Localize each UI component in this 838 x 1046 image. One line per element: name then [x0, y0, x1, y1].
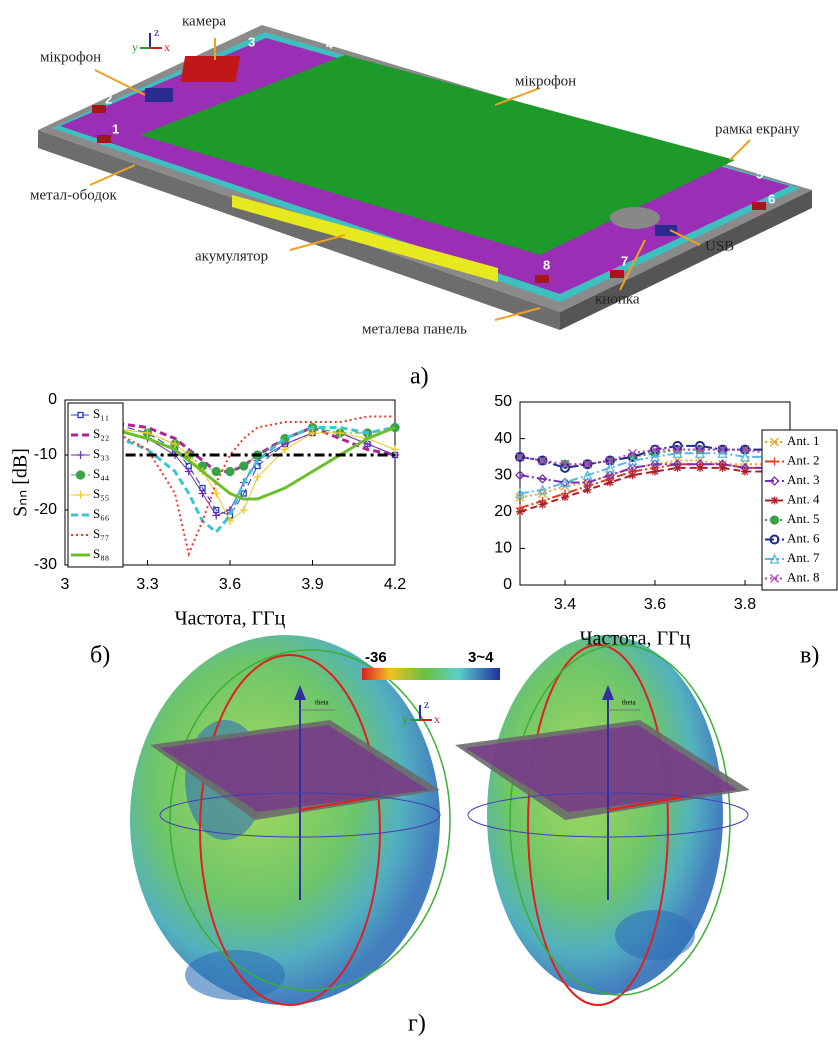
label: акумулятор: [195, 248, 268, 264]
marker: [606, 479, 614, 487]
caption: а): [410, 364, 429, 390]
port: 6: [768, 191, 775, 206]
x-tick-label: 4.2: [384, 576, 406, 593]
marker: [771, 497, 779, 505]
legend-label: S₁₁: [93, 406, 109, 421]
port: 5: [756, 166, 763, 181]
y-tick-label: -10: [34, 446, 57, 463]
legend-label: Ant. 3: [787, 472, 820, 487]
marker: [240, 462, 248, 470]
x-tick-label: 3.6: [219, 576, 241, 593]
x-tick-label: 3.8: [734, 596, 756, 613]
marker: [771, 516, 779, 524]
colorbar-label: 3~4: [468, 649, 494, 666]
y-tick-label: 50: [494, 393, 512, 410]
axis-label: z: [424, 697, 429, 711]
port: 1: [112, 121, 119, 136]
marker: [516, 508, 524, 516]
legend-label: S₈₈: [93, 546, 109, 561]
port: 4: [326, 36, 334, 51]
marker: [561, 493, 569, 501]
marker: [696, 464, 704, 472]
caption: б): [90, 643, 110, 669]
marker: [226, 468, 234, 476]
legend-label: Ant. 2: [787, 452, 820, 467]
legend-label: Ant. 4: [787, 491, 820, 506]
legend-label: Ant. 6: [787, 530, 820, 545]
label: мікрофон: [40, 49, 101, 65]
y-tick-label: 10: [494, 540, 512, 557]
marker: [539, 500, 547, 508]
label: камера: [182, 13, 226, 29]
axis-label: x: [434, 712, 440, 726]
x-tick-label: 3: [61, 576, 70, 593]
marker: [629, 471, 637, 479]
axis-label: z: [154, 25, 159, 39]
label: USB: [705, 238, 734, 254]
label: мікрофон: [515, 73, 576, 89]
x-axis-label: Частота, ГГц: [580, 628, 691, 650]
y-tick-label: 0: [48, 391, 57, 408]
legend-label: Ant. 7: [787, 550, 820, 565]
port: 2: [105, 91, 112, 106]
marker: [719, 464, 727, 472]
y-tick-label: 40: [494, 430, 512, 447]
y-tick-label: 20: [494, 503, 512, 520]
colorbar-label: -36: [365, 649, 387, 666]
x-axis-label: Частота, ГГц: [175, 608, 286, 630]
marker: [584, 486, 592, 494]
legend-label: S₃₃: [93, 446, 109, 461]
figure: камера мікрофон мікрофон рамка екрану ме…: [0, 0, 838, 1041]
label: метал-ободок: [30, 187, 117, 203]
label: кнопка: [595, 291, 640, 307]
legend-label: Ant. 5: [787, 511, 820, 526]
plot-frame: [520, 402, 790, 585]
marker: [212, 468, 220, 476]
label: металева панель: [362, 321, 467, 337]
port: 7: [621, 253, 628, 268]
legend-label: S₅₅: [93, 486, 109, 501]
marker: [674, 464, 682, 472]
axis-label: theta: [315, 699, 329, 707]
port: 8: [543, 257, 550, 272]
phone-model: [38, 25, 812, 330]
y-tick-label: 0: [503, 576, 512, 593]
caption: г): [408, 1011, 426, 1037]
axis-label: y: [132, 40, 138, 54]
label: рамка екрану: [715, 121, 800, 137]
axis-label: theta: [622, 699, 636, 707]
x-tick-label: 3.3: [136, 576, 158, 593]
caption: в): [800, 643, 819, 669]
legend-label: S₆₆: [93, 506, 109, 521]
port: 3: [248, 34, 255, 49]
y-tick-label: -20: [34, 501, 57, 518]
series-line: [106, 428, 395, 500]
x-tick-label: 3.4: [554, 596, 576, 613]
marker: [212, 490, 220, 498]
x-tick-label: 3.6: [644, 596, 666, 613]
marker: [741, 468, 749, 476]
y-tick-label: -30: [34, 556, 57, 573]
marker: [77, 471, 85, 479]
legend-label: Ant. 8: [787, 569, 820, 584]
marker: [651, 468, 659, 476]
axis-label: x: [164, 40, 170, 54]
legend-label: S₂₂: [93, 426, 109, 441]
legend-label: S₇₇: [93, 526, 109, 541]
x-tick-label: 3.9: [301, 576, 323, 593]
y-axis-label: Sₙₙ [dB]: [10, 448, 32, 517]
axis-label: y: [402, 712, 408, 726]
legend-label: S₄₄: [93, 466, 110, 481]
radiation-patterns: [130, 635, 750, 1005]
y-tick-label: 30: [494, 466, 512, 483]
legend-label: Ant. 1: [787, 433, 820, 448]
